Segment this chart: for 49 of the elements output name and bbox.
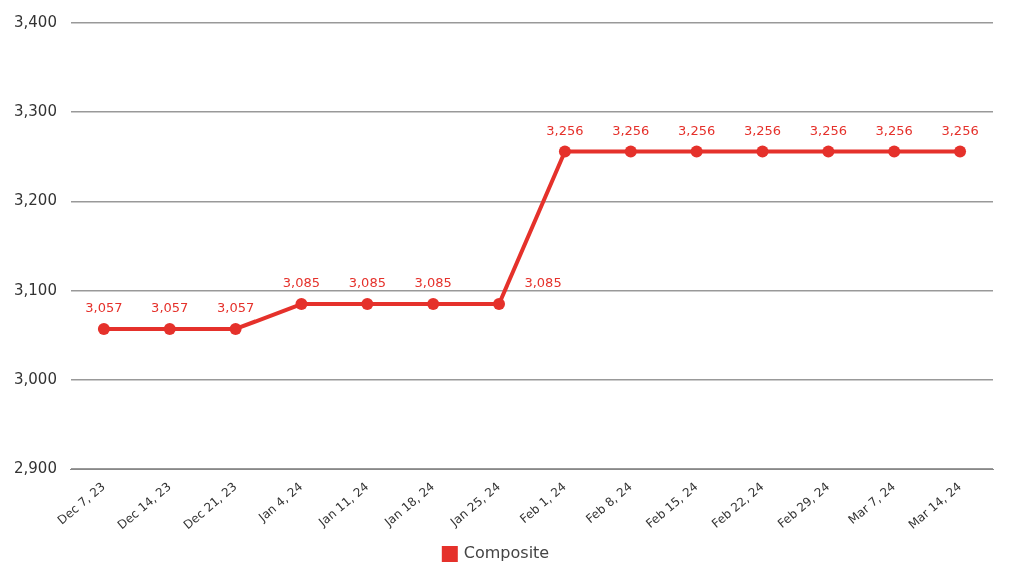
point xyxy=(822,145,835,158)
point xyxy=(558,145,571,158)
y-tick-label: 3,200 xyxy=(13,191,57,210)
data-label: 3,085 xyxy=(414,275,452,291)
data-label: 3,256 xyxy=(809,122,847,138)
x-tick-label: Dec 21, 23 xyxy=(180,479,240,533)
point xyxy=(624,145,637,158)
x-tick-label: Feb 29, 24 xyxy=(774,479,833,531)
x-tick-label: Dec 14, 23 xyxy=(114,479,174,533)
data-label: 3,256 xyxy=(678,122,716,138)
y-tick-label: 3,400 xyxy=(13,12,57,31)
x-tick-label: Feb 22, 24 xyxy=(709,479,767,531)
x-tick-label: Jan 11, 24 xyxy=(315,479,372,530)
data-label: 3,256 xyxy=(941,122,979,138)
x-tick-label: Feb 8, 24 xyxy=(583,479,635,526)
legend-label: Composite xyxy=(463,543,550,563)
x-tick-label: Jan 18, 24 xyxy=(381,479,438,530)
point xyxy=(97,323,110,335)
point xyxy=(756,145,769,158)
y-tick-label: 2,900 xyxy=(13,458,57,477)
x-tick-label: Mar 14, 24 xyxy=(905,479,965,532)
x-tick-label: Feb 15, 24 xyxy=(643,479,701,531)
data-label: 3,256 xyxy=(612,122,650,138)
point xyxy=(229,323,242,335)
point xyxy=(163,323,176,335)
x-tick-label: Dec 7, 23 xyxy=(54,479,108,528)
point xyxy=(888,145,901,158)
data-label: 3,085 xyxy=(524,275,562,291)
y-tick-label: 3,000 xyxy=(13,369,57,388)
data-label: 3,256 xyxy=(743,122,782,138)
y-tick-label: 3,300 xyxy=(13,102,57,121)
point xyxy=(690,145,703,158)
data-label: 3,256 xyxy=(546,122,584,138)
x-tick-label: Feb 1, 24 xyxy=(517,479,569,526)
data-label: 3,085 xyxy=(282,275,321,291)
x-tick-label: Jan 25, 24 xyxy=(446,479,503,530)
x-tick-label: Mar 7, 24 xyxy=(845,479,899,527)
data-label: 3,057 xyxy=(85,300,123,316)
data-label: 3,085 xyxy=(348,275,386,291)
x-tick-label: Jan 4, 24 xyxy=(255,479,306,525)
point xyxy=(427,298,440,311)
point xyxy=(295,298,308,311)
y-tick-label: 3,100 xyxy=(13,280,57,299)
data-label: 3,057 xyxy=(151,300,189,316)
point xyxy=(361,298,374,311)
data-label: 3,256 xyxy=(875,122,913,138)
data-label: 3,057 xyxy=(216,300,255,316)
point xyxy=(954,145,967,158)
point xyxy=(493,298,506,311)
